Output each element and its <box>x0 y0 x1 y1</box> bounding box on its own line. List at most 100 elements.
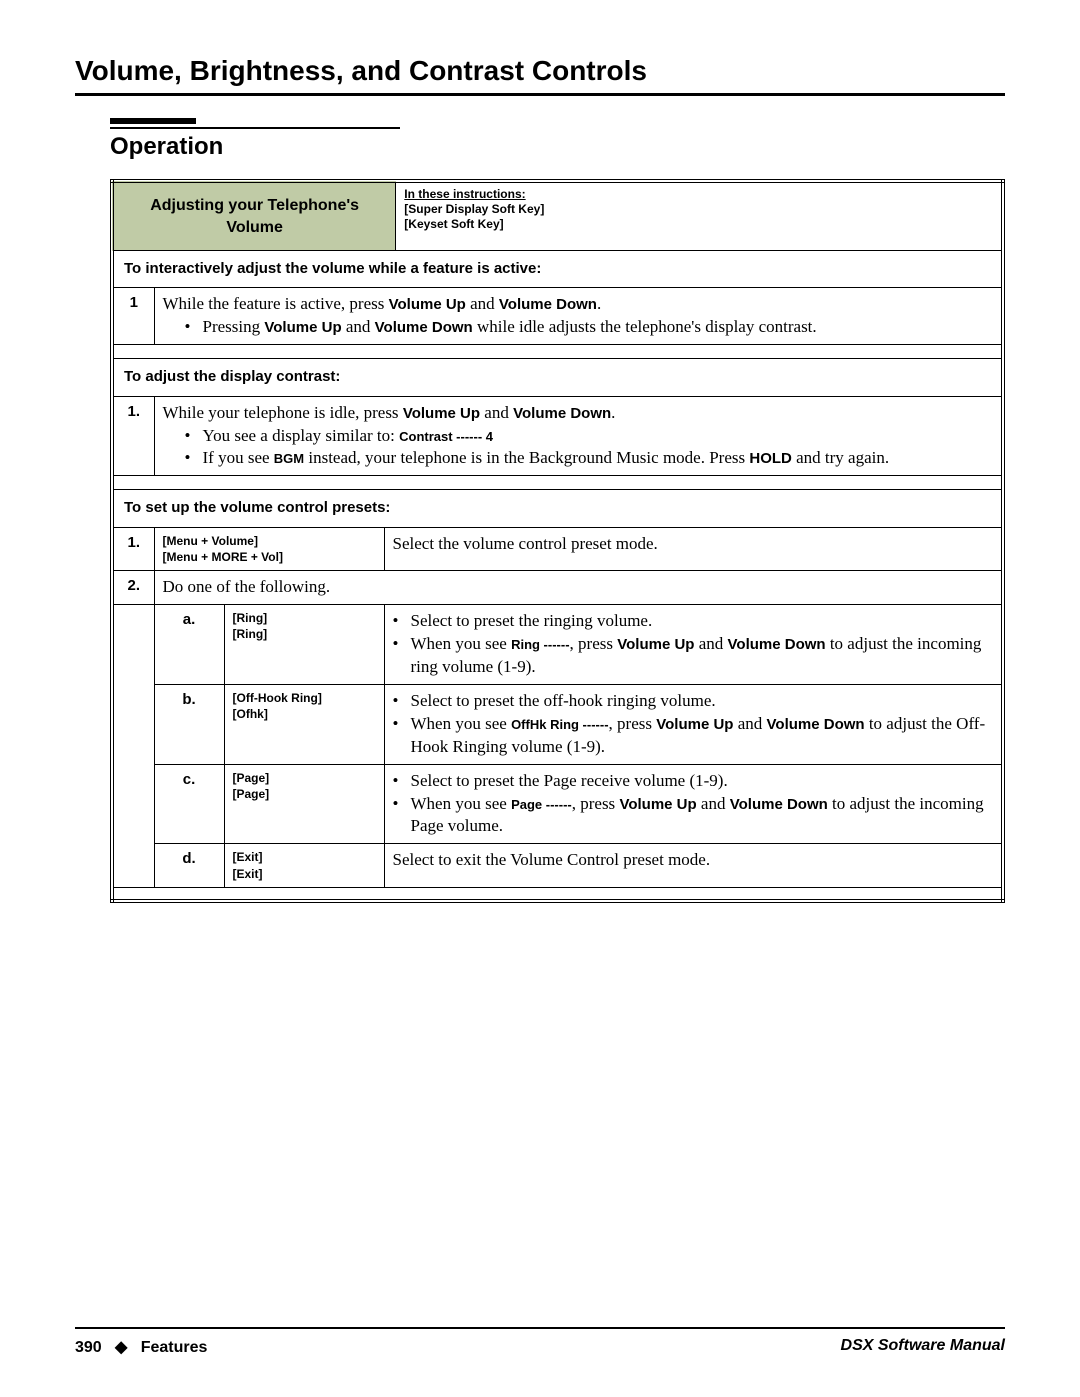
footer-left: 390 ◆ Features <box>75 1337 207 1357</box>
text: and try again. <box>792 448 889 467</box>
volume-up: Volume Up <box>617 636 694 653</box>
section-rule <box>110 127 400 129</box>
sec3-c-letter: c. <box>154 764 224 844</box>
code: OffHk Ring ------ <box>511 717 608 732</box>
spacer <box>112 345 1003 359</box>
softkey: [Ring] <box>233 611 268 625</box>
spacer <box>112 476 1003 490</box>
sec3-heading: To set up the volume control presets: <box>112 490 1003 527</box>
bullet: When you see OffHk Ring ------, press Vo… <box>393 713 994 759</box>
sec1-bullet: Pressing Volume Up and Volume Down while… <box>185 316 994 339</box>
sec3-row1-desc: Select the volume control preset mode. <box>384 527 1003 570</box>
bullet: Select to preset the ringing volume. <box>393 610 994 633</box>
notes-line2: [Super Display Soft Key] <box>404 202 544 216</box>
sec1-body: While the feature is active, press Volum… <box>154 288 1003 345</box>
sec2-bullet2: If you see BGM instead, your telephone i… <box>185 447 994 470</box>
sec2-body: While your telephone is idle, press Volu… <box>154 396 1003 476</box>
sec3-d-desc: Select to exit the Volume Control preset… <box>384 844 1003 887</box>
volume-down: Volume Down <box>728 636 826 653</box>
text: When you see <box>411 634 512 653</box>
sec2-heading: To adjust the display contrast: <box>112 359 1003 396</box>
text: , press <box>609 714 657 733</box>
code: Ring ------ <box>511 637 569 652</box>
bullet: When you see Page ------, press Volume U… <box>393 793 994 839</box>
softkey: [Menu + MORE + Vol] <box>163 550 283 564</box>
code: Contrast ------ 4 <box>399 429 493 444</box>
text: . <box>597 294 601 313</box>
text: and <box>697 794 730 813</box>
text: While the feature is active, press <box>163 294 389 313</box>
text: and <box>466 294 499 313</box>
sec1-num: 1 <box>112 288 154 345</box>
volume-down: Volume Down <box>513 405 611 422</box>
sec2-bullet1: You see a display similar to: Contrast -… <box>185 425 994 448</box>
footer-rule <box>75 1327 1005 1329</box>
volume-down: Volume Down <box>375 319 473 336</box>
text: instead, your telephone is in the Backgr… <box>304 448 749 467</box>
text: and <box>733 714 766 733</box>
softkey: [Page] <box>233 787 270 801</box>
notes-line3: [Keyset Soft Key] <box>404 217 503 231</box>
text: and <box>694 634 727 653</box>
sec3-c-body: Select to preset the Page receive volume… <box>384 764 1003 844</box>
table-header-notes: In these instructions: [Super Display So… <box>396 181 1003 251</box>
bullet: Select to preset the off-hook ringing vo… <box>393 690 994 713</box>
section-accent <box>110 118 196 124</box>
volume-down: Volume Down <box>767 716 865 733</box>
sec3-a-body: Select to preset the ringing volume. Whe… <box>384 604 1003 684</box>
sec3-row2-num: 2. <box>112 571 154 605</box>
text: You see a display similar to: <box>203 426 400 445</box>
page-title: Volume, Brightness, and Contrast Control… <box>75 55 1005 87</box>
bullet: Select to preset the Page receive volume… <box>393 770 994 793</box>
volume-down: Volume Down <box>730 796 828 813</box>
text: . <box>611 403 615 422</box>
softkey: [Ofhk] <box>233 707 268 721</box>
sec3-b-sk: [Off-Hook Ring] [Ofhk] <box>224 684 384 764</box>
volume-up: Volume Up <box>264 319 341 336</box>
volume-up: Volume Up <box>656 716 733 733</box>
volume-up: Volume Up <box>619 796 696 813</box>
operation-table: Adjusting your Telephone's Volume In the… <box>110 179 1005 903</box>
table-header-title: Adjusting your Telephone's Volume <box>112 181 396 251</box>
sec3-d-letter: d. <box>154 844 224 887</box>
page-number: 390 <box>75 1339 102 1356</box>
softkey: [Exit] <box>233 850 263 864</box>
volume-down: Volume Down <box>499 296 597 313</box>
hold: HOLD <box>749 450 792 467</box>
page-footer: 390 ◆ Features DSX Software Manual <box>75 1327 1005 1357</box>
text: When you see <box>411 714 512 733</box>
spacer <box>112 887 1003 901</box>
code: BGM <box>274 451 304 466</box>
softkey: [Menu + Volume] <box>163 534 258 548</box>
softkey: [Off-Hook Ring] <box>233 691 322 705</box>
diamond-icon: ◆ <box>115 1339 127 1356</box>
text: When you see <box>411 794 512 813</box>
footer-right: DSX Software Manual <box>841 1337 1005 1357</box>
bullet: When you see Ring ------, press Volume U… <box>393 633 994 679</box>
softkey: [Exit] <box>233 867 263 881</box>
sec3-a-sk: [Ring] [Ring] <box>224 604 384 684</box>
text: , press <box>570 634 618 653</box>
sec1-heading: To interactively adjust the volume while… <box>112 251 1003 288</box>
sec3-b-body: Select to preset the off-hook ringing vo… <box>384 684 1003 764</box>
sec3-row1-sk: [Menu + Volume] [Menu + MORE + Vol] <box>154 527 384 570</box>
text: While your telephone is idle, press <box>163 403 403 422</box>
text: while idle adjusts the telephone's displ… <box>473 317 817 336</box>
text: and <box>480 403 513 422</box>
text: and <box>342 317 375 336</box>
softkey: [Page] <box>233 771 270 785</box>
sec3-row1-num: 1. <box>112 527 154 570</box>
sec3-row2-desc: Do one of the following. <box>154 571 1003 605</box>
section-title: Operation <box>110 133 1005 161</box>
sec2-num: 1. <box>112 396 154 476</box>
text: If you see <box>203 448 274 467</box>
sec3-a-letter: a. <box>154 604 224 684</box>
sec3-b-letter: b. <box>154 684 224 764</box>
volume-up: Volume Up <box>389 296 466 313</box>
sec3-d-sk: [Exit] [Exit] <box>224 844 384 887</box>
title-rule <box>75 93 1005 96</box>
text: Pressing <box>203 317 265 336</box>
sec3-c-sk: [Page] [Page] <box>224 764 384 844</box>
text: , press <box>572 794 620 813</box>
footer-section: Features <box>141 1339 208 1356</box>
